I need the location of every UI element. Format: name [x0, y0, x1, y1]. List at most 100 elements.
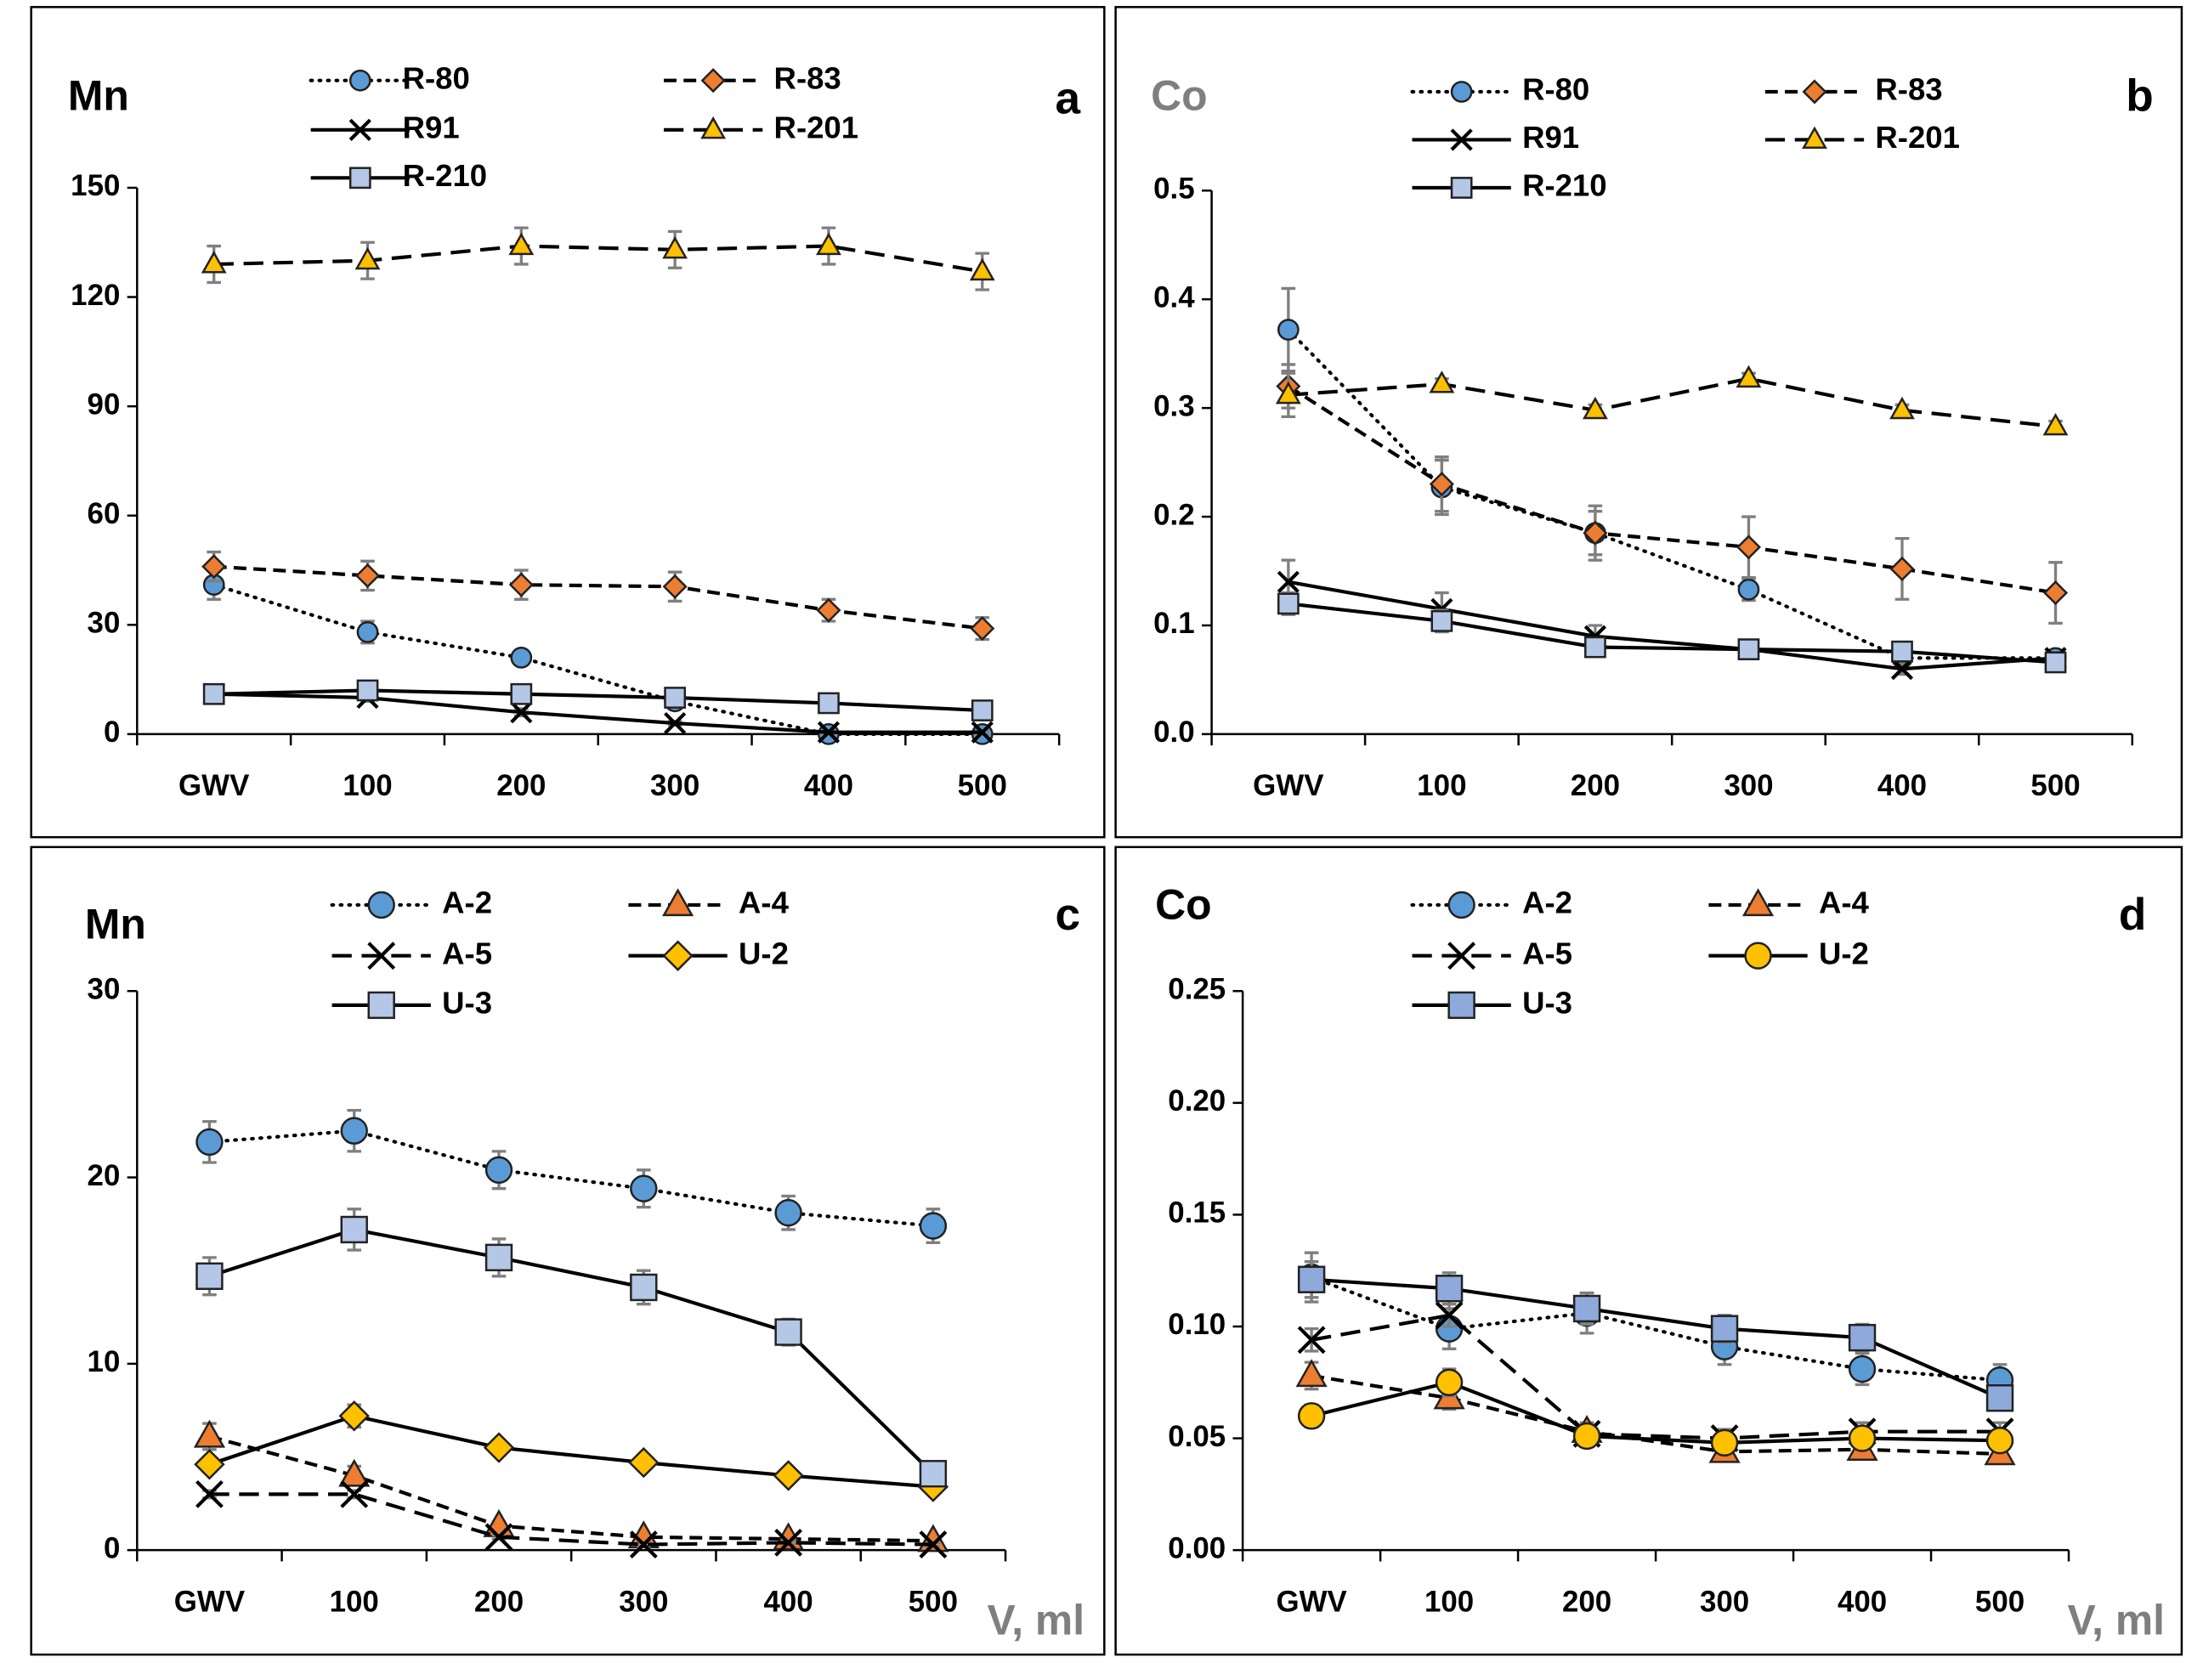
- series-line: [1288, 376, 2056, 428]
- legend-label: R-201: [774, 110, 859, 144]
- marker: [971, 721, 994, 744]
- y-tick-label: 20: [88, 1159, 121, 1192]
- x-tick-label: 300: [1700, 1586, 1749, 1619]
- marker: [202, 682, 225, 705]
- marker: [510, 682, 533, 705]
- marker: [1582, 396, 1608, 420]
- marker: [1429, 371, 1455, 393]
- legend-marker: [348, 118, 371, 141]
- series-line: [1311, 1313, 2001, 1440]
- marker: [195, 1128, 224, 1157]
- panel-border: [1114, 846, 2183, 1656]
- y-tick-label: 0.2: [1153, 498, 1194, 531]
- marker: [1297, 1265, 1326, 1293]
- legend-marker: [1447, 891, 1475, 919]
- series-line: [212, 583, 984, 736]
- panel-title: Mn: [68, 71, 129, 119]
- x-tick-label: 300: [650, 769, 699, 802]
- y-tick-label: 150: [71, 169, 120, 202]
- legend-label: A-5: [442, 936, 492, 970]
- legend-label: A-4: [1819, 885, 1870, 920]
- marker: [510, 701, 533, 724]
- legend-label: R-83: [774, 60, 841, 95]
- legend-marker: [1447, 942, 1476, 970]
- marker: [340, 1117, 368, 1145]
- marker: [1736, 365, 1762, 388]
- x-tick-label: 300: [619, 1586, 668, 1619]
- marker: [1848, 1323, 1877, 1352]
- marker: [1277, 592, 1300, 615]
- series-line: [213, 244, 983, 274]
- legend-label: R91: [403, 110, 460, 144]
- marker: [1710, 1428, 1739, 1457]
- x-tick-label: 500: [1975, 1586, 2025, 1619]
- marker: [1584, 636, 1606, 659]
- marker: [1848, 1424, 1877, 1452]
- y-tick-label: 120: [71, 279, 120, 312]
- marker: [1435, 1275, 1464, 1303]
- marker: [1889, 556, 1915, 582]
- y-tick-label: 0.00: [1168, 1531, 1226, 1564]
- marker: [340, 1215, 368, 1244]
- legend-marker: [348, 69, 371, 92]
- marker: [354, 246, 381, 270]
- legend-label: R-83: [1875, 72, 1942, 107]
- x-tick-label: 500: [2030, 769, 2080, 802]
- y-tick-label: 0.15: [1168, 1196, 1226, 1230]
- legend-label: R-80: [1522, 72, 1589, 107]
- marker: [1889, 396, 1915, 420]
- marker: [201, 251, 227, 274]
- legend-label: A-2: [442, 885, 492, 920]
- series-line: [213, 692, 983, 734]
- marker: [774, 1318, 802, 1346]
- y-tick-label: 0.20: [1168, 1084, 1226, 1117]
- marker: [816, 232, 841, 256]
- marker: [971, 699, 994, 721]
- marker: [1737, 578, 1760, 601]
- marker: [970, 616, 995, 642]
- panel-title: Mn: [85, 901, 146, 948]
- series-line: [1311, 1373, 2001, 1457]
- x-tick-label: GWV: [174, 1586, 246, 1619]
- marker: [664, 711, 687, 735]
- y-tick-label: 0.1: [1153, 607, 1194, 640]
- marker: [662, 235, 688, 259]
- marker: [1891, 640, 1913, 663]
- panel-border: [1114, 6, 2183, 839]
- marker: [2044, 651, 2067, 674]
- marker: [2042, 580, 2069, 606]
- marker: [338, 1458, 371, 1487]
- y-tick-label: 0: [104, 716, 120, 749]
- legend-label: U-2: [1819, 936, 1869, 970]
- marker: [629, 1530, 658, 1558]
- y-tick-label: 10: [88, 1345, 121, 1378]
- marker: [816, 597, 841, 623]
- marker: [1297, 1402, 1326, 1430]
- y-tick-label: 30: [88, 607, 121, 640]
- marker: [1429, 472, 1454, 497]
- panel-label: d: [2119, 890, 2146, 940]
- x-tick-label: 400: [804, 769, 853, 802]
- x-tick-label: 500: [909, 1586, 958, 1619]
- legend-label: A-2: [1522, 885, 1572, 920]
- marker: [1430, 609, 1453, 632]
- panel-border: [30, 6, 1106, 839]
- panel-label: a: [1056, 74, 1081, 124]
- x-tick-label: 100: [1417, 769, 1466, 802]
- legend-label: A-5: [1522, 936, 1572, 970]
- x-tick-label: 100: [1424, 1586, 1474, 1619]
- series-line: [1286, 327, 2058, 660]
- panel-label: c: [1056, 890, 1081, 940]
- legend-label: R-80: [403, 60, 470, 95]
- marker: [1572, 1294, 1601, 1323]
- marker: [1710, 1315, 1739, 1343]
- marker: [773, 1460, 804, 1491]
- legend-label: A-4: [739, 885, 790, 920]
- legend-label: U-3: [1522, 986, 1572, 1021]
- marker: [2042, 412, 2069, 436]
- panel-title: Co: [1151, 71, 1207, 119]
- legend-marker: [1802, 79, 1827, 105]
- legend-marker: [348, 167, 371, 189]
- x-tick-label: 200: [474, 1586, 524, 1619]
